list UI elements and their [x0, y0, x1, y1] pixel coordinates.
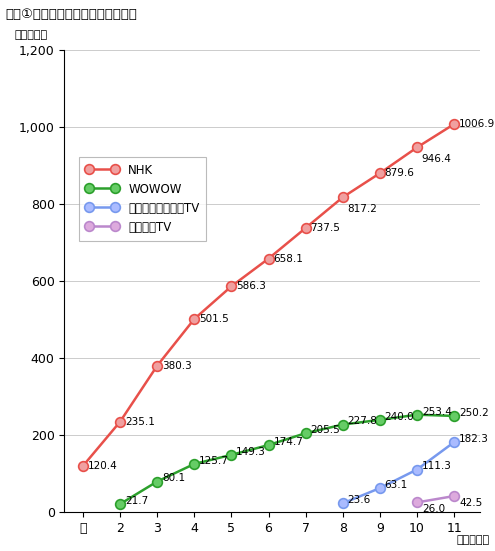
- WOWOW: [414, 412, 420, 418]
- Text: 120.4: 120.4: [88, 461, 117, 471]
- Text: 501.5: 501.5: [199, 314, 229, 324]
- Text: 26.0: 26.0: [422, 504, 445, 514]
- Text: 111.3: 111.3: [422, 461, 452, 472]
- NHK: [192, 316, 198, 322]
- NHK: [340, 194, 346, 201]
- Text: （年度末）: （年度末）: [457, 534, 490, 544]
- WOWOW: [229, 451, 235, 458]
- Text: 879.6: 879.6: [385, 168, 415, 178]
- ディレクTV: [451, 493, 457, 499]
- Text: 174.7: 174.7: [273, 437, 303, 447]
- Line: NHK: NHK: [78, 119, 459, 471]
- Text: 235.1: 235.1: [125, 417, 155, 427]
- ディレクTV: [414, 499, 420, 506]
- NHK: [451, 121, 457, 127]
- NHK: [229, 283, 235, 290]
- NHK: [117, 418, 123, 425]
- Text: 1006.9: 1006.9: [459, 119, 495, 129]
- Text: 149.3: 149.3: [236, 447, 266, 457]
- NHK: [266, 255, 272, 262]
- WOWOW: [377, 417, 383, 423]
- スカイパーフェクTV: [377, 485, 383, 491]
- Text: 946.4: 946.4: [422, 154, 452, 164]
- Text: 80.1: 80.1: [162, 473, 185, 483]
- Line: スカイパーフェクTV: スカイパーフェクTV: [338, 437, 459, 508]
- WOWOW: [303, 430, 309, 436]
- Text: 図表①　衛星放送の契約件数の推移: 図表① 衛星放送の契約件数の推移: [5, 8, 137, 21]
- WOWOW: [266, 442, 272, 449]
- Text: 250.2: 250.2: [459, 408, 489, 418]
- Legend: NHK, WOWOW, スカイパーフェクTV, ディレクTV: NHK, WOWOW, スカイパーフェクTV, ディレクTV: [79, 158, 206, 241]
- Text: 817.2: 817.2: [347, 204, 378, 214]
- Line: ディレクTV: ディレクTV: [412, 491, 459, 507]
- WOWOW: [117, 501, 123, 507]
- Text: 240.0: 240.0: [385, 412, 414, 422]
- Text: 205.5: 205.5: [310, 425, 340, 435]
- Text: 42.5: 42.5: [459, 498, 482, 508]
- NHK: [154, 363, 160, 369]
- Text: 380.3: 380.3: [162, 361, 192, 371]
- Text: 737.5: 737.5: [310, 223, 341, 233]
- WOWOW: [451, 413, 457, 419]
- Text: 63.1: 63.1: [385, 480, 408, 490]
- Text: 125.7: 125.7: [199, 456, 229, 466]
- Text: 21.7: 21.7: [125, 496, 148, 506]
- Text: 253.4: 253.4: [422, 407, 452, 417]
- Text: 586.3: 586.3: [236, 282, 266, 291]
- スカイパーフェクTV: [414, 466, 420, 473]
- Line: WOWOW: WOWOW: [115, 410, 459, 509]
- スカイパーフェクTV: [340, 500, 346, 506]
- NHK: [414, 144, 420, 151]
- Text: （万契約）: （万契約）: [14, 30, 48, 40]
- Text: 182.3: 182.3: [459, 434, 489, 444]
- Text: 658.1: 658.1: [273, 253, 303, 263]
- スカイパーフェクTV: [451, 439, 457, 445]
- Text: 23.6: 23.6: [347, 495, 371, 505]
- WOWOW: [340, 422, 346, 428]
- WOWOW: [154, 478, 160, 485]
- NHK: [303, 225, 309, 231]
- Text: 227.8: 227.8: [347, 417, 378, 426]
- NHK: [80, 463, 86, 469]
- WOWOW: [192, 461, 198, 467]
- NHK: [377, 170, 383, 176]
